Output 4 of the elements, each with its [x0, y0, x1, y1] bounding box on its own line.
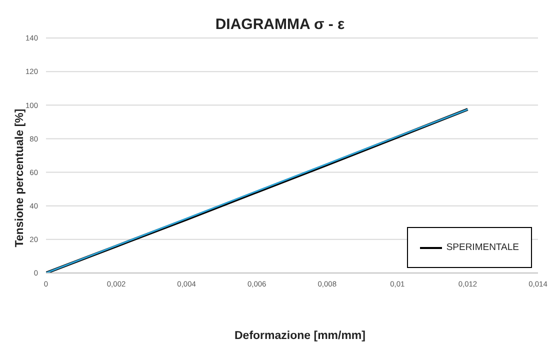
legend-label: SPERIMENTALE: [446, 242, 519, 253]
x-axis-title: Deformazione [mm/mm]: [234, 330, 366, 342]
chart-title: DIAGRAMMA σ - ε: [214, 16, 346, 33]
y-axis-title: Tensione percentuale [%]: [14, 108, 26, 248]
